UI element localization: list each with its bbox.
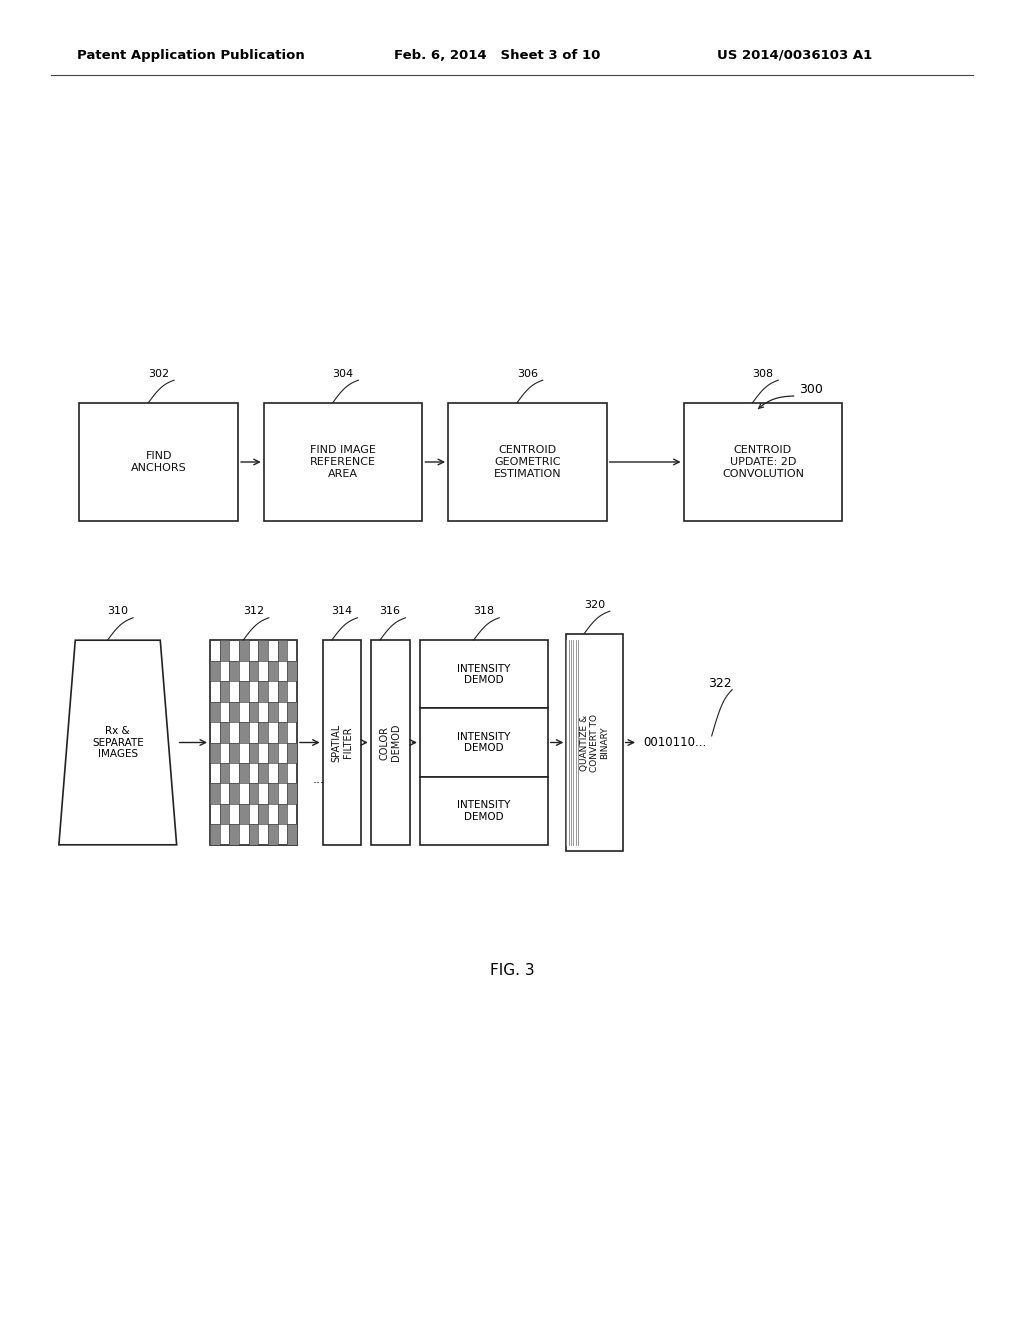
Bar <box>219 804 229 824</box>
Bar <box>258 722 268 742</box>
Text: QUANTIZE &
CONVERT TO
BINARY: QUANTIZE & CONVERT TO BINARY <box>580 714 609 771</box>
Text: 308: 308 <box>753 368 773 379</box>
Text: INTENSITY
DEMOD: INTENSITY DEMOD <box>457 731 511 754</box>
Bar <box>258 804 268 824</box>
Bar <box>420 640 548 709</box>
Text: 304: 304 <box>333 368 353 379</box>
Bar <box>278 681 288 702</box>
Text: INTENSITY
DEMOD: INTENSITY DEMOD <box>457 664 511 685</box>
Text: 310: 310 <box>108 606 128 616</box>
Bar <box>249 702 258 722</box>
Text: 320: 320 <box>584 599 605 610</box>
Text: CENTROID
GEOMETRIC
ESTIMATION: CENTROID GEOMETRIC ESTIMATION <box>494 445 561 479</box>
Bar <box>566 634 623 851</box>
Bar <box>278 763 288 784</box>
Text: COLOR
DEMOD: COLOR DEMOD <box>379 723 401 762</box>
Bar <box>210 702 219 722</box>
Bar <box>229 660 239 681</box>
Bar <box>210 660 219 681</box>
Text: FIND IMAGE
REFERENCE
AREA: FIND IMAGE REFERENCE AREA <box>310 445 376 479</box>
Bar <box>229 702 239 722</box>
Bar <box>239 640 249 660</box>
Bar <box>229 742 239 763</box>
Bar <box>371 640 410 845</box>
Bar <box>219 763 229 784</box>
Polygon shape <box>59 640 177 845</box>
Bar <box>229 783 239 804</box>
Bar <box>258 640 268 660</box>
Bar <box>449 403 606 521</box>
Text: 312: 312 <box>243 606 264 616</box>
Text: 314: 314 <box>332 606 352 616</box>
Bar <box>249 824 258 845</box>
Text: SPATIAL
FILTER: SPATIAL FILTER <box>331 723 353 762</box>
Text: Patent Application Publication: Patent Application Publication <box>77 49 304 62</box>
Text: Rx &
SEPARATE
IMAGES: Rx & SEPARATE IMAGES <box>92 726 143 759</box>
Bar <box>219 640 229 660</box>
Bar <box>239 804 249 824</box>
Bar <box>264 403 422 521</box>
Bar <box>210 640 297 845</box>
Text: 322: 322 <box>708 677 732 689</box>
Bar <box>288 742 297 763</box>
Bar <box>278 804 288 824</box>
Text: FIG. 3: FIG. 3 <box>489 962 535 978</box>
Text: 0010110...: 0010110... <box>643 737 707 748</box>
Bar <box>278 722 288 742</box>
Bar <box>229 824 239 845</box>
Bar <box>219 681 229 702</box>
Bar <box>684 403 842 521</box>
Bar <box>239 722 249 742</box>
Bar <box>420 776 548 845</box>
Bar <box>210 824 219 845</box>
Bar <box>219 722 229 742</box>
Bar <box>288 660 297 681</box>
Text: INTENSITY
DEMOD: INTENSITY DEMOD <box>457 800 511 821</box>
Bar <box>210 742 219 763</box>
Bar <box>258 681 268 702</box>
Bar <box>323 640 361 845</box>
Text: 306: 306 <box>517 368 538 379</box>
Bar <box>278 640 288 660</box>
Text: US 2014/0036103 A1: US 2014/0036103 A1 <box>717 49 872 62</box>
Bar <box>268 702 278 722</box>
Text: ...: ... <box>312 774 325 787</box>
Text: FIND
ANCHORS: FIND ANCHORS <box>131 451 186 473</box>
Bar <box>258 763 268 784</box>
Text: 318: 318 <box>473 606 495 616</box>
Bar <box>239 681 249 702</box>
Text: 302: 302 <box>148 368 169 379</box>
Text: Feb. 6, 2014   Sheet 3 of 10: Feb. 6, 2014 Sheet 3 of 10 <box>394 49 601 62</box>
Bar <box>288 702 297 722</box>
Bar <box>80 403 238 521</box>
Bar <box>249 742 258 763</box>
Bar <box>268 660 278 681</box>
Bar <box>268 783 278 804</box>
Bar <box>249 783 258 804</box>
Text: CENTROID
UPDATE: 2D
CONVOLUTION: CENTROID UPDATE: 2D CONVOLUTION <box>722 445 804 479</box>
Bar <box>210 783 219 804</box>
Bar <box>268 824 278 845</box>
Bar <box>249 660 258 681</box>
Text: 300: 300 <box>799 383 822 396</box>
Bar <box>268 742 278 763</box>
Bar <box>288 824 297 845</box>
Text: 316: 316 <box>380 606 400 616</box>
Bar <box>420 709 548 776</box>
Bar <box>239 763 249 784</box>
Bar <box>288 783 297 804</box>
